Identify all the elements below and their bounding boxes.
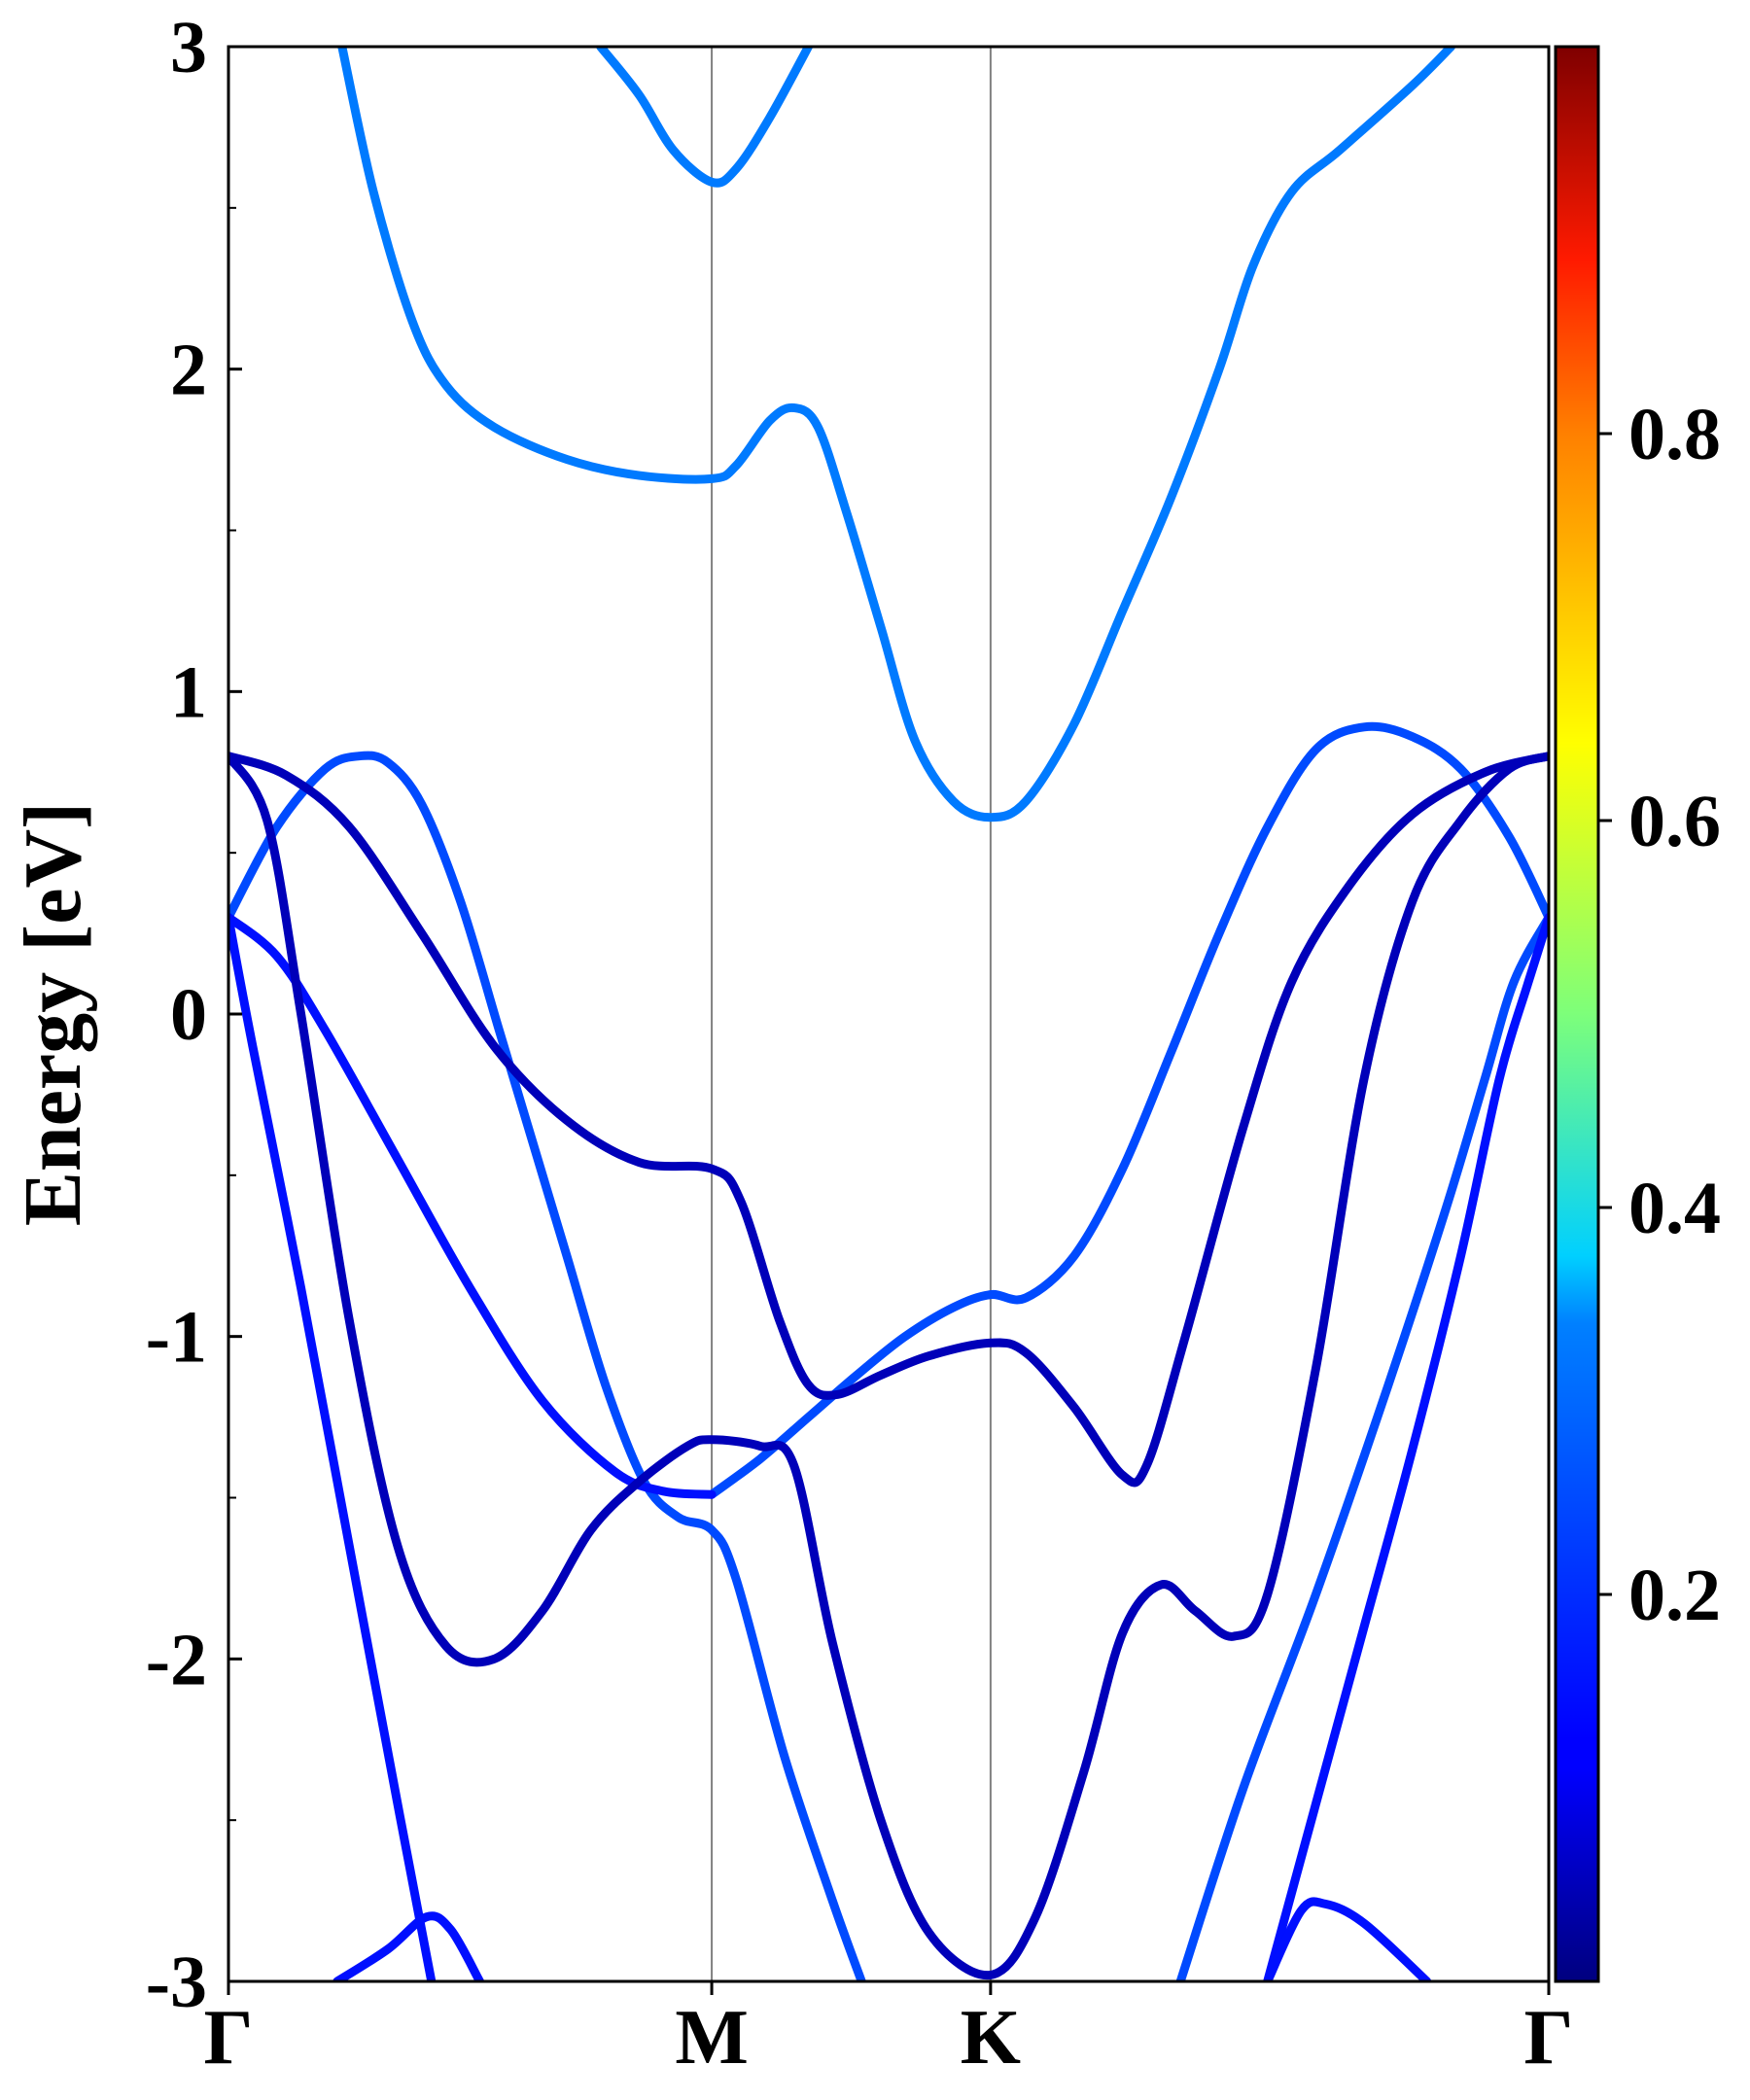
y-tick-label: 2 <box>170 330 207 411</box>
y-tick-label: 1 <box>170 651 207 733</box>
band-line-11 <box>228 752 1549 1488</box>
band-line-10 <box>1263 1897 1432 1981</box>
colorbar-tick-label: 0.4 <box>1628 1168 1721 1249</box>
k-path-divider-lines <box>711 47 992 1981</box>
band-lines <box>228 47 1549 1981</box>
y-tick-label: 0 <box>170 974 207 1056</box>
colorbar-tick-label: 0.6 <box>1628 781 1721 862</box>
band-line-4 <box>707 721 1549 1499</box>
x-tick-label: Γ <box>1524 1995 1574 2081</box>
y-axis-label: Energy [eV] <box>8 802 98 1226</box>
x-tick-label: Γ <box>204 1995 254 2081</box>
colorbar-tick-label: 0.8 <box>1628 394 1721 475</box>
band-line-12 <box>228 752 1549 1980</box>
y-tick-label: -3 <box>146 1942 207 2023</box>
colorbar-ticks: 0.2 0.4 0.6 0.8 <box>1598 394 1721 1636</box>
band-line-5 <box>1175 913 1549 1981</box>
y-axis-ticks: -3 -2 -1 0 1 2 3 <box>146 7 242 2023</box>
band-line-2 <box>596 47 813 188</box>
band-line-1 <box>337 47 1456 822</box>
y-tick-label: -2 <box>146 1619 207 1700</box>
band-line-3 <box>228 751 866 1981</box>
y-tick-label: -1 <box>146 1297 207 1379</box>
colorbar <box>1554 45 1600 1983</box>
colorbar-tick-label: 0.2 <box>1628 1555 1721 1636</box>
x-tick-label: K <box>961 1995 1021 2081</box>
x-tick-label: M <box>675 1995 749 2081</box>
y-tick-label: 3 <box>170 7 207 88</box>
band-line-7 <box>228 913 437 1981</box>
band-line-8 <box>1263 913 1549 1981</box>
band-line-9 <box>332 1911 484 1981</box>
